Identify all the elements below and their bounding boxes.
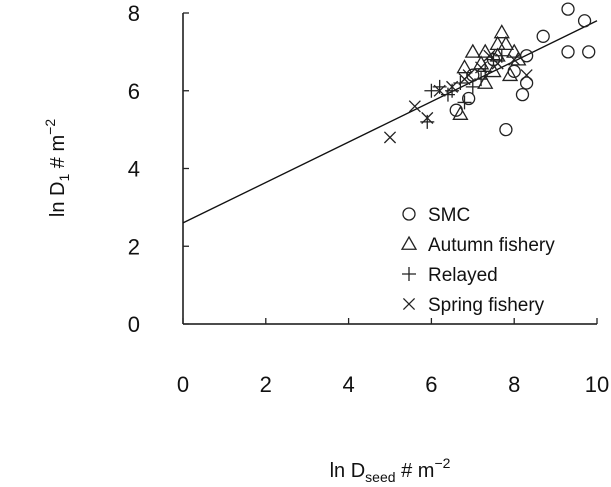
data-point-cross <box>483 49 496 62</box>
data-point-plus <box>494 48 509 63</box>
y-tick-label: 6 <box>128 79 140 104</box>
x-ticks: 0 2 4 6 8 10 <box>177 318 609 397</box>
data-point-cross <box>446 80 459 93</box>
x-axis-title: ln Dseed # m−2 <box>330 455 451 485</box>
y-axis-title-subscript: 1 <box>56 174 72 182</box>
data-point-plus <box>432 79 447 94</box>
data-point-cross <box>408 100 421 113</box>
data-point-triangle <box>485 63 502 78</box>
y-tick-label: 4 <box>128 157 140 182</box>
fit-line <box>182 20 598 224</box>
legend-label: Spring fishery <box>428 295 545 316</box>
x-tick-label: 2 <box>260 372 272 397</box>
y-axis-title: ln D1 # m−2 <box>42 119 72 217</box>
data-point-cross <box>383 131 397 144</box>
data-points <box>383 2 596 144</box>
x-tick-label: 4 <box>342 372 354 397</box>
data-point-cross <box>421 111 434 125</box>
y-tick-label: 2 <box>128 234 140 259</box>
y-tick-label: 8 <box>128 1 140 26</box>
data-point-plus <box>445 83 460 98</box>
x-axis-title-base: ln D <box>330 460 366 482</box>
x-tick-label: 0 <box>177 372 189 397</box>
legend-label: Autumn fishery <box>428 235 555 256</box>
data-point-triangle <box>452 105 469 120</box>
x-axis-title-suffix: # m <box>396 460 435 482</box>
data-point-circle <box>582 45 596 59</box>
data-point-circle <box>561 45 575 59</box>
data-point-plus <box>474 72 489 87</box>
legend-label: Relayed <box>428 265 498 286</box>
data-point-triangle <box>464 43 481 58</box>
data-point-circle <box>577 14 592 28</box>
data-point-triangle <box>489 35 506 50</box>
legend-marker-triangle <box>400 235 418 250</box>
data-point-triangle <box>501 66 519 82</box>
y-ticks: 0 2 4 6 8 <box>128 1 189 337</box>
data-point-circle <box>515 87 530 102</box>
legend-marker-cross <box>402 297 416 311</box>
x-tick-label: 8 <box>508 372 520 397</box>
legend-marker-plus <box>402 267 416 281</box>
data-point-circle <box>536 29 550 43</box>
data-point-plus <box>420 114 435 129</box>
data-point-cross <box>508 53 521 66</box>
data-point-plus <box>457 95 472 110</box>
legend: SMC Autumn fishery Relayed Spring fishery <box>400 205 555 316</box>
data-point-cross <box>462 69 475 82</box>
data-point-triangle <box>497 35 515 50</box>
data-point-plus <box>424 83 439 98</box>
y-axis-title-superscript: −2 <box>42 119 58 135</box>
data-point-cross <box>520 69 533 82</box>
data-point-circle <box>561 2 575 16</box>
x-tick-label: 10 <box>585 372 609 397</box>
legend-marker-circle <box>402 207 416 221</box>
y-tick-label: 0 <box>128 312 140 337</box>
y-axis-title-suffix: # m <box>47 135 69 174</box>
y-axis-title-base: ln D <box>47 182 69 218</box>
x-tick-label: 6 <box>425 372 437 397</box>
data-point-triangle <box>477 43 494 58</box>
data-point-cross <box>475 61 488 74</box>
data-point-circle <box>462 91 476 106</box>
x-axis-title-subscript: seed <box>365 469 395 485</box>
legend-label: SMC <box>428 205 470 226</box>
data-point-triangle <box>493 24 510 39</box>
regression-line <box>182 20 598 224</box>
data-point-plus <box>465 79 480 94</box>
data-point-cross <box>433 84 446 97</box>
data-point-triangle <box>506 43 523 58</box>
data-point-triangle <box>472 55 490 70</box>
data-point-circle <box>519 76 534 90</box>
data-point-triangle <box>456 59 473 74</box>
data-point-circle <box>499 122 513 137</box>
x-axis-title-superscript: −2 <box>434 455 450 471</box>
